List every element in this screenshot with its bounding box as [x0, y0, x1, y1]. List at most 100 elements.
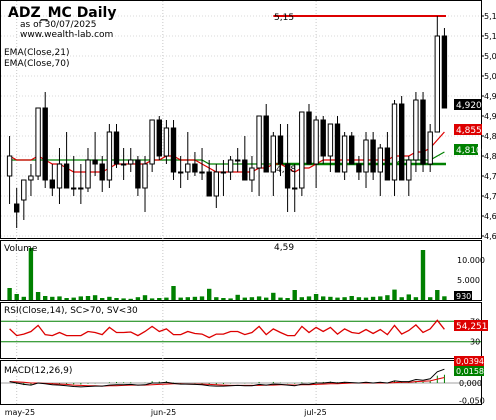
ema21-badge-text: 4,855	[456, 126, 482, 136]
candle-body-1	[14, 203, 20, 213]
volume-bar-21	[157, 298, 162, 300]
candle-body-2	[21, 179, 27, 201]
candle-body-24	[178, 171, 184, 174]
volume-bar-28	[207, 288, 212, 300]
chart-website: www.wealth-lab.com	[20, 30, 113, 40]
candle-body-10	[78, 187, 84, 190]
volume-bar-35	[256, 296, 262, 300]
candle-body-46	[334, 123, 341, 173]
high-price-annotation: 5,15	[274, 13, 294, 23]
volume-bar-43	[313, 294, 319, 300]
candle-body-23	[170, 127, 177, 173]
candle-body-28	[206, 171, 212, 197]
volume-bar-25	[185, 297, 190, 300]
candle-body-50	[363, 139, 369, 173]
volume-bar-8	[64, 298, 69, 300]
candle-body-30	[220, 171, 227, 174]
price-tick-label-11: 4,600	[484, 232, 496, 241]
candle-body-19	[142, 163, 148, 189]
candle-body-39	[284, 163, 291, 189]
candle-body-21	[156, 119, 163, 157]
last-price-badge	[454, 99, 482, 110]
candle-body-55	[399, 103, 405, 181]
candle-body-56	[406, 159, 412, 181]
date-tick-label-2: jul-25	[303, 408, 327, 417]
volume-bar-12	[92, 295, 98, 300]
date-tick-label-0: may-25	[5, 408, 35, 417]
rsi-pane	[0, 302, 482, 359]
volume-bar-38	[278, 297, 283, 300]
volume-bar-4	[35, 292, 41, 300]
ema70-badge	[454, 144, 478, 155]
volume-bar-23	[171, 286, 176, 300]
low-volume-annotation: 4,59	[274, 243, 294, 253]
candle-body-53	[384, 147, 391, 181]
candle-body-12	[92, 159, 98, 165]
volume-bar-9	[71, 297, 76, 300]
volume-bar-37	[271, 292, 276, 300]
volume-bar-52	[378, 296, 383, 300]
candle-body-8	[63, 163, 70, 189]
candle-body-43	[313, 119, 319, 165]
volume-badge-text: 930	[456, 292, 471, 301]
candle-body-6	[49, 179, 55, 189]
candle-body-47	[341, 135, 348, 173]
volume-bar-50	[363, 297, 369, 300]
volume-bar-33	[242, 297, 247, 300]
low-price-annotation: 4,78	[276, 165, 296, 175]
candle-body-13	[99, 163, 105, 181]
volume-tick-label-1: 5.000	[457, 276, 480, 285]
candle-body-14	[106, 131, 113, 181]
volume-pane	[0, 240, 482, 301]
candle-body-17	[128, 159, 134, 165]
rsi-badge-text: 54,2512	[456, 322, 493, 332]
macd-badge-text: 0,0394	[456, 357, 484, 366]
volume-bar-16	[121, 298, 126, 300]
candles	[6, 16, 448, 228]
volume-bar-11	[85, 296, 91, 300]
volume-bar-57	[413, 297, 419, 300]
candle-body-29	[213, 171, 220, 197]
candle-body-22	[163, 127, 170, 157]
volume-bar-53	[385, 295, 390, 300]
rsi-line	[9, 319, 445, 339]
volume-bar-48	[349, 296, 354, 300]
candle-body-44	[320, 119, 326, 157]
ema21-badge	[454, 124, 482, 135]
rsi-series	[1, 319, 481, 343]
volume-bar-44	[321, 296, 326, 300]
price-tick-label-4: 4,950	[484, 92, 496, 101]
macd-pane-label: MACD(12,26,9)	[4, 366, 72, 376]
candle-body-54	[391, 103, 398, 181]
volume-bar-20	[149, 298, 155, 300]
rsi-pane-label: RSI(Close,14), SC>70, SV<30	[4, 306, 138, 316]
macd-badge	[454, 356, 484, 366]
volume-bar-42	[306, 296, 312, 300]
candle-body-60	[434, 35, 441, 133]
candle-body-37	[270, 135, 277, 173]
candle-body-16	[120, 163, 127, 166]
chart-subtitle: as of 30/07/2025	[20, 20, 96, 30]
candle-body-7	[56, 163, 63, 189]
candle-body-5	[42, 107, 48, 181]
candle-body-59	[427, 131, 433, 165]
macd-line	[9, 368, 445, 388]
candle-body-25	[185, 163, 191, 173]
price-tick-label-5: 4,900	[484, 112, 496, 121]
candle-body-32	[235, 159, 241, 162]
candle-body-36	[263, 115, 269, 173]
rsi-tick-label-1: 30	[470, 338, 480, 347]
macd-tick-label-1: 0,000	[459, 379, 482, 388]
volume-bar-61	[442, 296, 447, 300]
volume-bar-41	[299, 297, 304, 300]
ema70-badge-text: 4,810	[456, 146, 482, 156]
signal-badge	[454, 366, 484, 376]
volume-bar-17	[128, 298, 133, 300]
price-tick-label-1: 5,100	[484, 32, 496, 41]
volume-bar-54	[392, 289, 397, 300]
volume-bar-5	[43, 296, 48, 300]
price-tick-label-6: 4,850	[484, 132, 496, 141]
candle-body-35	[256, 115, 262, 169]
volume-bar-59	[428, 297, 433, 300]
